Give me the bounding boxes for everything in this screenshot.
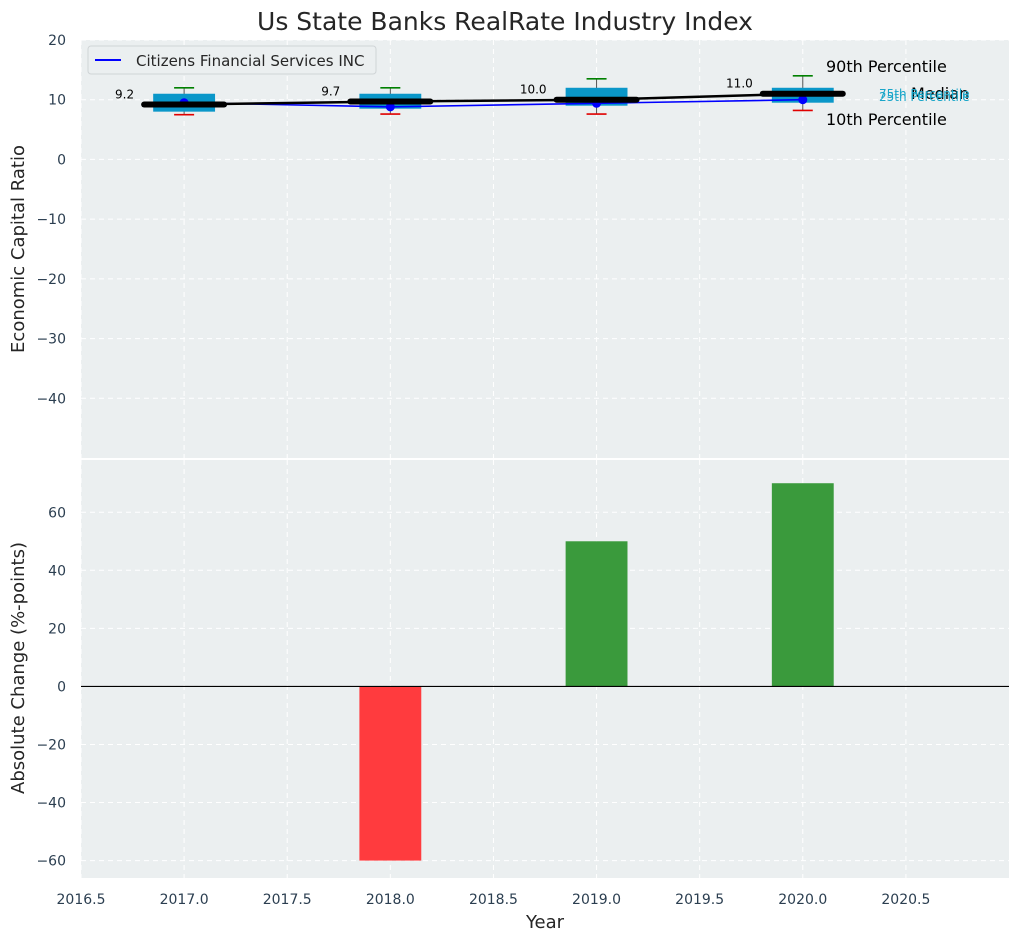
x-tick-label: 2016.5 [57, 892, 106, 908]
company-line [184, 98, 803, 108]
change-bars [359, 483, 834, 861]
annotation-median: Median [911, 84, 969, 103]
bottom-y-tick-labels: 60 40 20 0 −20 −40 −60 [36, 505, 66, 869]
annotation-10th-percentile: 10th Percentile [826, 110, 947, 129]
bottom-panel-background [81, 460, 1009, 878]
y-tick-label: −10 [36, 212, 66, 228]
y-tick-label: 60 [48, 505, 66, 521]
x-tick-label: 2018.0 [366, 892, 415, 908]
y-tick-label: 0 [57, 679, 66, 695]
company-point [798, 95, 808, 105]
y-tick-label: −30 [36, 332, 66, 348]
x-tick-label: 2020.5 [881, 892, 930, 908]
y-tick-label: 0 [57, 152, 66, 168]
y-tick-label: −20 [36, 272, 66, 288]
y-tick-label: −60 [36, 854, 66, 870]
median-line [184, 92, 803, 106]
top-y-axis-label: Economic Capital Ratio [8, 145, 29, 353]
series-lines: 9.2 9.7 10.0 11.0 [115, 77, 846, 112]
legend-label-company: Citizens Financial Services INC [136, 52, 364, 70]
annotation-25th-percentile: 25th Percentile [879, 90, 970, 104]
y-tick-label: 40 [48, 563, 66, 579]
x-tick-label: 2017.0 [160, 892, 209, 908]
x-tick-labels: 2016.5 2017.0 2017.5 2018.0 2018.5 2019.0 2019… [57, 892, 931, 908]
annotation-75th-percentile: 75th Percentile [879, 87, 970, 101]
y-tick-label: −40 [36, 391, 66, 407]
y-tick-label: −20 [36, 737, 66, 753]
top-panel-background [81, 40, 1009, 458]
bar-positive [771, 483, 834, 687]
top-panel: 20 10 0 −10 −20 −30 −40 Economic Capital Ratio… [8, 33, 1009, 458]
x-tick-label: 2019.0 [572, 892, 621, 908]
y-tick-label: −40 [36, 796, 66, 812]
annotation-90th-percentile: 90th Percentile [826, 57, 947, 76]
chart-title: Us State Banks RealRate Industry Index [257, 7, 753, 36]
percentile-annotations: 90th Percentile Median 10th Percentile 7… [826, 57, 970, 129]
bar-positive [565, 541, 628, 687]
y-tick-label: 20 [48, 33, 66, 49]
x-axis-label: Year [525, 912, 565, 933]
company-point [385, 102, 395, 112]
top-y-tick-labels: 20 10 0 −10 −20 −30 −40 [36, 33, 66, 407]
median-value-label: 9.7 [321, 85, 340, 99]
bar-negative [359, 686, 422, 861]
y-tick-label: 10 [48, 93, 66, 109]
x-tick-label: 2020.0 [778, 892, 827, 908]
legend-box [87, 45, 377, 75]
bottom-y-axis-label: Absolute Change (%-points) [8, 542, 29, 794]
median-value-label: 9.2 [115, 87, 134, 101]
bottom-panel: 60 40 20 0 −20 −40 −60 2016.5 2017.0 2017.5 2018.… [8, 460, 1009, 933]
x-tick-label: 2018.5 [469, 892, 518, 908]
x-tick-label: 2017.5 [263, 892, 312, 908]
y-tick-label: 20 [48, 621, 66, 637]
median-value-label: 11.0 [726, 77, 753, 91]
median-value-label: 10.0 [520, 83, 547, 97]
legend: Citizens Financial Services INC [87, 45, 377, 75]
x-tick-label: 2019.5 [675, 892, 724, 908]
